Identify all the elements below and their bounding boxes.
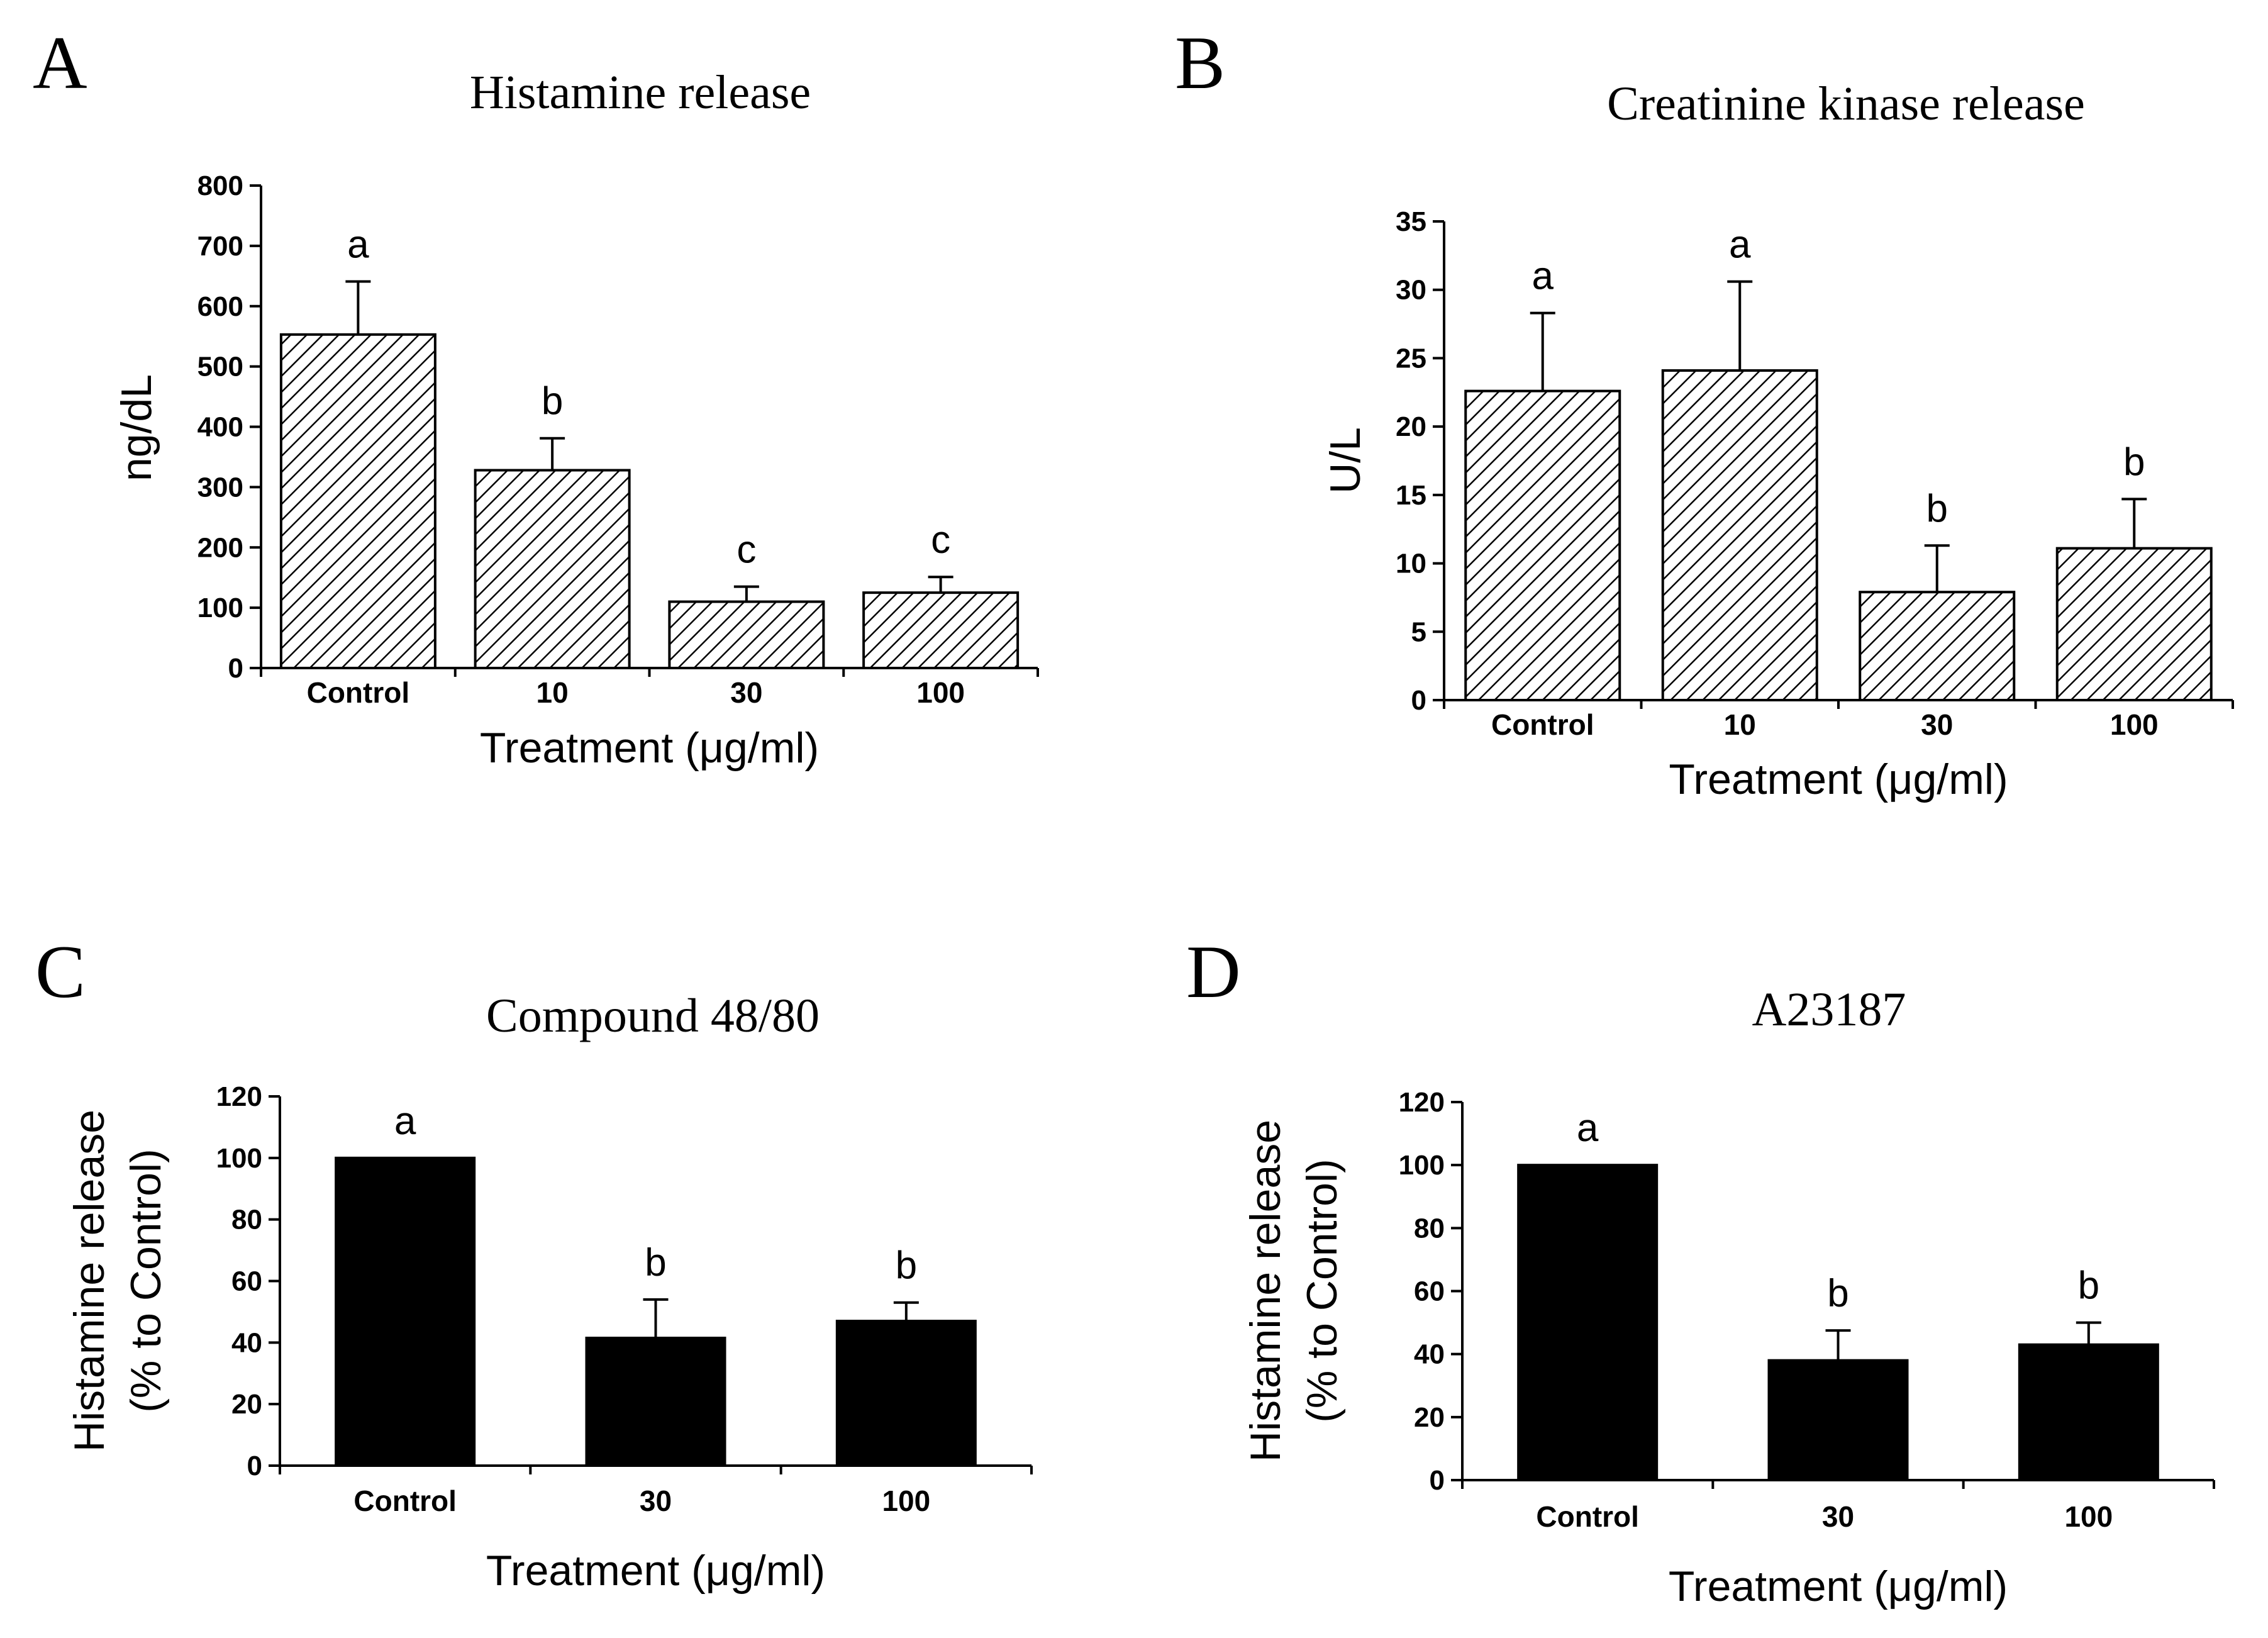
bar-a-1 [474,469,631,670]
bar-d-1 [1767,1359,1909,1482]
y-tick-label-d-6: 120 [1399,1087,1445,1118]
x-tick-label-a-2: 30 [730,676,762,709]
significance-letter-c-0: a [394,1100,416,1143]
x-axis-label-b: Treatment (μg/ml) [1669,755,2008,803]
significance-letter-b-1: a [1729,223,1751,267]
significance-letter-d-1: b [1827,1272,1848,1315]
y-axis-label-c: Histamine release [65,1110,113,1452]
y-tick-label-b-6: 30 [1396,275,1426,306]
significance-letter-b-2: b [1926,487,1948,530]
y-tick-label-b-4: 20 [1396,411,1426,442]
y-axis-label-2-d: (% to Control) [1298,1159,1346,1422]
y-tick-label-b-3: 15 [1396,480,1426,511]
significance-letter-a-2: c [737,528,756,572]
x-tick-label-d-1: 30 [1822,1500,1854,1533]
y-tick-label-a-6: 600 [197,291,243,322]
chart-title-a: Histamine release [470,66,811,119]
y-tick-label-b-2: 10 [1396,549,1426,579]
bar-d-0 [1517,1164,1659,1481]
bar-b-0 [1464,389,1621,702]
bar-c-1 [585,1336,726,1468]
x-tick-label-a-1: 10 [536,676,569,709]
chart-title-d: A23187 [1752,983,1906,1036]
y-tick-label-d-0: 0 [1430,1465,1445,1496]
y-axis-label-a: ng/dL [113,374,160,481]
x-tick-label-a-3: 100 [916,676,965,709]
chart-title-b: Creatinine kinase release [1607,77,2085,130]
y-tick-label-c-5: 100 [216,1143,262,1174]
significance-letter-b-0: a [1532,255,1554,298]
x-tick-label-c-2: 100 [882,1485,930,1517]
x-tick-label-c-0: Control [353,1485,457,1517]
y-tick-label-c-2: 40 [231,1327,262,1358]
significance-letter-b-3: b [2123,440,2145,484]
significance-letter-a-0: a [347,223,369,266]
y-tick-label-c-1: 20 [231,1389,262,1420]
bar-b-2 [1859,591,2016,702]
y-tick-label-c-3: 60 [231,1266,262,1297]
x-tick-label-d-0: Control [1536,1500,1639,1533]
panel-b: B Creatinine kinase release 0 5 10 15 20 25 30 35… [1175,21,2234,803]
y-tick-label-d-3: 60 [1414,1276,1445,1307]
y-tick-label-a-8: 800 [197,170,243,201]
y-tick-label-b-1: 5 [1411,616,1426,647]
x-tick-label-b-0: Control [1491,708,1594,741]
y-axis-label-b: U/L [1321,427,1369,494]
y-tick-label-a-2: 200 [197,532,243,563]
chart-title-c: Compound 48/80 [486,989,820,1042]
x-tick-label-b-3: 100 [2110,708,2159,741]
y-axis-label-d: Histamine release [1242,1120,1289,1462]
y-tick-label-a-0: 0 [228,653,243,684]
panel-c: C Compound 48/80 0 20 40 60 80 100 120 a Control b 3… [35,930,1033,1595]
y-tick-label-b-5: 25 [1396,343,1426,374]
y-tick-label-b-0: 0 [1411,685,1426,716]
significance-letter-c-1: b [645,1241,666,1284]
panel-d: D A23187 0 20 40 60 80 100 120 a Control b 30 b 100 Tre… [1186,930,2215,1610]
x-tick-label-b-2: 30 [1921,708,1953,741]
x-tick-label-c-1: 30 [640,1485,672,1517]
y-tick-label-a-7: 700 [197,231,243,262]
significance-letter-d-2: b [2078,1264,2099,1308]
y-tick-label-c-6: 120 [216,1081,262,1112]
bar-a-2 [668,600,825,669]
bar-a-3 [862,591,1020,669]
x-tick-label-d-2: 100 [2064,1500,2113,1533]
y-tick-label-d-1: 20 [1414,1402,1445,1433]
bar-d-2 [2018,1343,2159,1481]
panels: A Histamine release0100200300400500600700… [33,21,2234,1610]
panel-a: A Histamine release 0 100 200 300 400 500 600 700… [33,21,1039,772]
y-tick-label-c-0: 0 [247,1451,262,1481]
panel-label-a: A [33,21,87,104]
bar-b-3 [2055,547,2213,702]
bar-c-0 [335,1156,476,1468]
y-tick-label-a-4: 400 [197,412,243,443]
significance-letter-a-1: b [542,380,563,423]
bar-a-0 [279,333,436,669]
x-axis-label-d: Treatment (μg/ml) [1669,1563,2008,1610]
significance-letter-d-0: a [1577,1106,1599,1150]
y-tick-label-d-5: 100 [1399,1150,1445,1181]
y-tick-label-d-2: 40 [1414,1339,1445,1370]
x-axis-label-a: Treatment (μg/ml) [480,724,819,772]
y-tick-label-c-4: 80 [231,1205,262,1235]
y-axis-label-2-c: (% to Control) [122,1149,170,1412]
y-tick-label-d-4: 80 [1414,1213,1445,1244]
panel-label-d: D [1186,930,1241,1013]
panel-label-b: B [1175,21,1225,104]
y-tick-label-a-3: 300 [197,472,243,503]
x-tick-label-a-0: Control [307,676,410,709]
panel-label-c: C [35,930,86,1013]
y-tick-label-a-5: 500 [197,352,243,382]
y-tick-label-b-7: 35 [1396,206,1426,237]
bar-b-1 [1661,369,1818,701]
significance-letter-a-3: c [931,518,950,562]
significance-letter-c-2: b [896,1244,917,1288]
x-tick-label-b-1: 10 [1724,708,1756,741]
x-axis-label-c: Treatment (μg/ml) [486,1547,825,1595]
y-tick-label-a-1: 100 [197,593,243,623]
bar-c-2 [835,1320,977,1467]
